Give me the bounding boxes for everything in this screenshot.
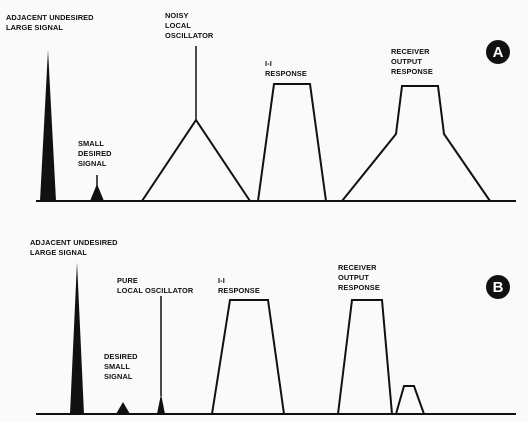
panel-b-if-label: I-I RESPONSE [218,276,260,295]
panel-a-noisy-oscillator [141,118,251,202]
panel-b-if-response [211,299,285,415]
panel-b-pure-oscillator [157,394,165,414]
panel-a-badge: A [486,40,510,64]
panel-b-output-label: RECEIVER OUTPUT RESPONSE [338,263,380,292]
panel-a-oscillator-label: NOISY LOCAL OSCILLATOR [165,11,214,40]
panel-b-badge: B [486,275,510,299]
panel-b-adjacent-signal [70,262,84,414]
panel-b-image-response [395,385,425,415]
panel-a-desired-label: SMALL DESIRED SIGNAL [78,139,112,168]
panel-a-if-label: I-I RESPONSE [265,59,307,78]
panel-a-adjacent-signal [40,50,56,201]
panel-b-oscillator-label: PURE LOCAL OSCILLATOR [117,276,194,295]
panel-a-adjacent-label: ADJACENT UNDESIRED LARGE SIGNAL [6,13,94,32]
panel-b-output-response [337,299,393,415]
panel-b-desired-label: DESIRED SMALL SIGNAL [104,352,138,381]
panel-b-adjacent-label: ADJACENT UNDESIRED LARGE SIGNAL [30,238,118,257]
panel-b-desired-signal [116,402,130,414]
panel-a-desired-signal [90,184,104,201]
panel-a-output-label: RECEIVER OUTPUT RESPONSE [391,47,433,76]
panel-a-output-response [341,85,491,202]
panel-a-if-response [257,83,327,202]
